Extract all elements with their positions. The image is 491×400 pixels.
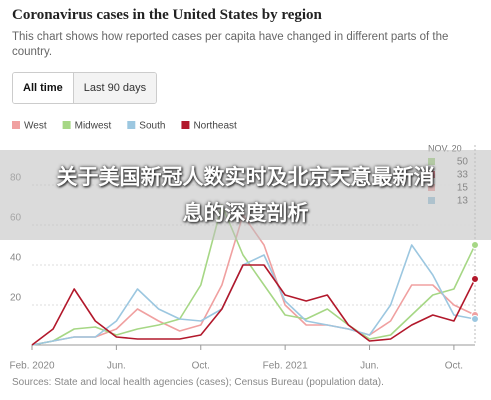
legend-label: Northeast bbox=[193, 121, 237, 132]
legend-label: West bbox=[24, 121, 47, 132]
legend-swatch bbox=[181, 121, 190, 129]
source-note: Sources: State and local health agencies… bbox=[12, 377, 384, 388]
x-tick-label: Feb. 2020 bbox=[9, 361, 54, 372]
x-tick-label: Jun. bbox=[107, 361, 126, 372]
end-marker bbox=[471, 275, 479, 283]
banner-overlay: 关于美国新冠人数实时及北京天意最新消息的深度剖析 bbox=[0, 150, 491, 240]
chart-subtitle: This chart shows how reported cases per … bbox=[12, 31, 449, 58]
legend-swatch bbox=[12, 121, 20, 129]
range-toggle: All time Last 90 days bbox=[12, 72, 158, 104]
series-line bbox=[31, 204, 476, 346]
series-line bbox=[31, 264, 476, 346]
x-tick-label: Feb. 2021 bbox=[263, 361, 308, 372]
button[interactable]: All time bbox=[13, 73, 74, 103]
banner-text: 关于美国新冠人数实时及北京天意最新消息的深度剖析 bbox=[56, 165, 435, 225]
annotation-label: NOV. 20 bbox=[428, 143, 462, 153]
y-tick-label: 20 bbox=[10, 293, 22, 304]
x-tick-label: Oct. bbox=[192, 361, 210, 372]
legend-swatch bbox=[62, 121, 71, 129]
legend-label: South bbox=[139, 121, 165, 132]
end-marker bbox=[471, 315, 479, 323]
series-line bbox=[31, 244, 476, 346]
y-tick-label: 40 bbox=[10, 253, 22, 264]
chart-title: Coronavirus cases in the United States b… bbox=[12, 7, 322, 23]
legend-label: Midwest bbox=[75, 121, 112, 132]
x-tick-label: Oct. bbox=[445, 361, 463, 372]
legend-swatch bbox=[127, 121, 136, 129]
x-tick-label: Jun. bbox=[360, 361, 379, 372]
end-marker bbox=[471, 241, 479, 249]
button[interactable]: Last 90 days bbox=[73, 73, 157, 103]
